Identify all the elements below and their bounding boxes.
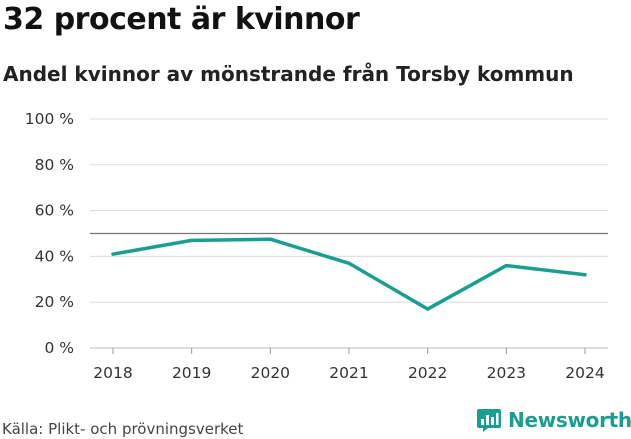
data-point: [268, 237, 272, 241]
brand-logo: Newsworthy: [476, 407, 631, 433]
y-tick-label: 40 %: [35, 247, 74, 265]
x-tick-label: 2022: [408, 364, 447, 382]
data-point: [504, 264, 508, 268]
data-point: [426, 307, 430, 311]
data-point: [583, 273, 587, 277]
x-tick-label: 2024: [565, 364, 604, 382]
y-tick-label: 20 %: [35, 293, 74, 311]
series-line-0: [111, 237, 587, 311]
chart-subtitle: Andel kvinnor av mönstrande från Torsby …: [3, 62, 574, 86]
x-tick-label: 2023: [487, 364, 526, 382]
y-tick-label: 100 %: [25, 110, 74, 128]
line-chart: 0 % 20 % 40 % 60 % 80 % 100 % 2018 2019 2020 202…: [25, 110, 608, 382]
y-tick-label: 80 %: [35, 156, 74, 174]
grid-lines: [90, 118, 608, 349]
x-tick-label: 2020: [251, 364, 290, 382]
data-point: [190, 238, 194, 242]
y-axis-ticks: 0 % 20 % 40 % 60 % 80 % 100 %: [25, 110, 74, 357]
data-point: [347, 261, 351, 265]
brand-name: Newsworthy: [508, 408, 631, 432]
y-tick-label: 0 %: [44, 339, 74, 357]
x-tick-label: 2018: [93, 364, 132, 382]
series-layer: [111, 237, 587, 311]
x-axis-ticks: 2018 2019 2020 2021 2022 2023 2024: [93, 348, 605, 382]
x-tick-label: 2019: [172, 364, 211, 382]
data-point: [111, 252, 115, 256]
bar-chart-logo-icon: [477, 409, 501, 432]
chart-title: 32 procent är kvinnor: [3, 2, 360, 37]
x-tick-label: 2021: [329, 364, 368, 382]
y-tick-label: 60 %: [35, 202, 74, 220]
source-note: Källa: Plikt- och prövningsverket: [2, 420, 244, 438]
